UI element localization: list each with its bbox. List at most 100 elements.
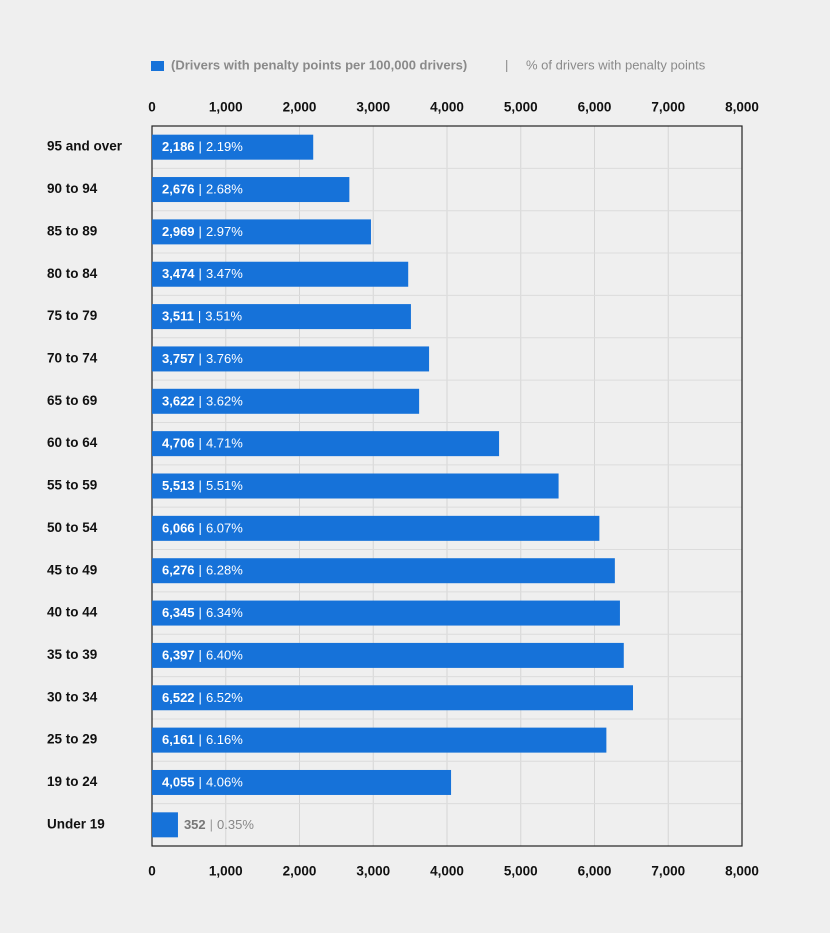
y-tick-label: 85 to 89 <box>47 223 97 238</box>
percent-label: 6.40% <box>206 648 243 663</box>
data-label: 3,757 | 3.76% <box>162 351 243 366</box>
data-label: 3,622 | 3.62% <box>162 394 243 409</box>
data-label: 5,513 | 5.51% <box>162 478 243 493</box>
data-label: 4,055 | 4.06% <box>162 775 243 790</box>
label-separator: | <box>199 690 202 705</box>
percent-label: 6.16% <box>206 733 243 748</box>
bar <box>152 769 452 795</box>
bar <box>152 431 500 457</box>
y-tick-label: 60 to 64 <box>47 435 98 450</box>
label-separator: | <box>199 140 202 155</box>
bar <box>152 473 559 499</box>
data-label: 4,706 | 4.71% <box>162 436 243 451</box>
count-label: 6,397 <box>162 648 195 663</box>
legend-separator: | <box>505 57 508 72</box>
x-tick-label-bottom: 5,000 <box>504 864 538 879</box>
x-tick-label-top: 2,000 <box>283 100 317 115</box>
label-separator: | <box>199 775 202 790</box>
percent-label: 4.71% <box>206 436 243 451</box>
count-label: 5,513 <box>162 478 195 493</box>
bar <box>152 134 314 160</box>
bar <box>152 558 615 584</box>
percent-label: 4.06% <box>206 775 243 790</box>
y-tick-label: 25 to 29 <box>47 732 97 747</box>
percent-label: 6.28% <box>206 563 243 578</box>
bar <box>152 600 620 626</box>
count-label: 6,276 <box>162 563 195 578</box>
count-label: 6,522 <box>162 690 195 705</box>
percent-label: 6.34% <box>206 605 243 620</box>
x-tick-label-bottom: 2,000 <box>283 864 317 879</box>
x-tick-label-bottom: 7,000 <box>651 864 685 879</box>
data-label: 6,161 | 6.16% <box>162 733 243 748</box>
y-tick-label: 90 to 94 <box>47 181 98 196</box>
label-separator: | <box>199 521 202 536</box>
count-label: 4,055 <box>162 775 195 790</box>
data-label: 2,676 | 2.68% <box>162 182 243 197</box>
data-label: 6,397 | 6.40% <box>162 648 243 663</box>
label-separator: | <box>199 351 202 366</box>
bar <box>152 261 409 287</box>
count-label: 4,706 <box>162 436 195 451</box>
x-tick-label-bottom: 1,000 <box>209 864 243 879</box>
label-separator: | <box>199 648 202 663</box>
label-separator: | <box>199 224 202 239</box>
y-tick-label: 80 to 84 <box>47 266 98 281</box>
percent-label: 2.97% <box>206 224 243 239</box>
data-label: 2,186 | 2.19% <box>162 140 243 155</box>
x-tick-label-top: 1,000 <box>209 100 243 115</box>
bar <box>152 727 607 753</box>
y-tick-label: 35 to 39 <box>47 647 97 662</box>
bar <box>152 642 624 668</box>
y-tick-label: 70 to 74 <box>47 351 98 366</box>
count-label: 2,676 <box>162 182 195 197</box>
percent-label: 3.76% <box>206 351 243 366</box>
percent-label: 2.19% <box>206 140 243 155</box>
bar <box>152 515 600 541</box>
y-tick-label: 95 and over <box>47 139 123 154</box>
data-label: 2,969 | 2.97% <box>162 224 243 239</box>
bar <box>152 304 411 330</box>
x-tick-label-bottom: 3,000 <box>356 864 390 879</box>
count-label: 2,186 <box>162 140 195 155</box>
data-label: 6,522 | 6.52% <box>162 690 243 705</box>
y-tick-label: 55 to 59 <box>47 478 97 493</box>
x-tick-label-bottom: 8,000 <box>725 864 759 879</box>
label-separator: | <box>199 605 202 620</box>
count-label: 6,161 <box>162 733 195 748</box>
percent-label: 6.52% <box>206 690 243 705</box>
x-tick-label-top: 4,000 <box>430 100 464 115</box>
label-separator: | <box>199 478 202 493</box>
legend-label: % of drivers with penalty points <box>526 57 706 72</box>
y-tick-label: Under 19 <box>47 816 105 831</box>
x-tick-label-bottom: 4,000 <box>430 864 464 879</box>
data-label: 3,474 | 3.47% <box>162 267 243 282</box>
count-label: 3,511 <box>162 309 194 324</box>
y-tick-label: 65 to 69 <box>47 393 97 408</box>
label-separator: | <box>199 436 202 451</box>
label-separator: | <box>199 267 202 282</box>
percent-label: 3.51% <box>205 309 242 324</box>
data-label: 6,066 | 6.07% <box>162 521 243 536</box>
x-tick-label-bottom: 6,000 <box>578 864 612 879</box>
y-tick-label: 75 to 79 <box>47 308 97 323</box>
data-label: 352 | 0.35% <box>184 817 254 832</box>
data-label: 6,276 | 6.28% <box>162 563 243 578</box>
x-tick-label-top: 5,000 <box>504 100 538 115</box>
percent-label: 0.35% <box>217 817 254 832</box>
y-tick-label: 50 to 54 <box>47 520 98 535</box>
bar <box>152 685 633 711</box>
percent-label: 5.51% <box>206 478 243 493</box>
y-tick-label: 40 to 44 <box>47 605 98 620</box>
bar <box>152 388 420 414</box>
bar <box>152 346 430 372</box>
count-label: 2,969 <box>162 224 195 239</box>
y-tick-label: 30 to 34 <box>47 689 98 704</box>
label-separator: | <box>199 394 202 409</box>
label-separator: | <box>198 309 201 324</box>
x-tick-label-top: 3,000 <box>356 100 390 115</box>
label-separator: | <box>199 563 202 578</box>
bar <box>152 219 371 245</box>
legend-label: (Drivers with penalty points per 100,000… <box>171 57 467 72</box>
